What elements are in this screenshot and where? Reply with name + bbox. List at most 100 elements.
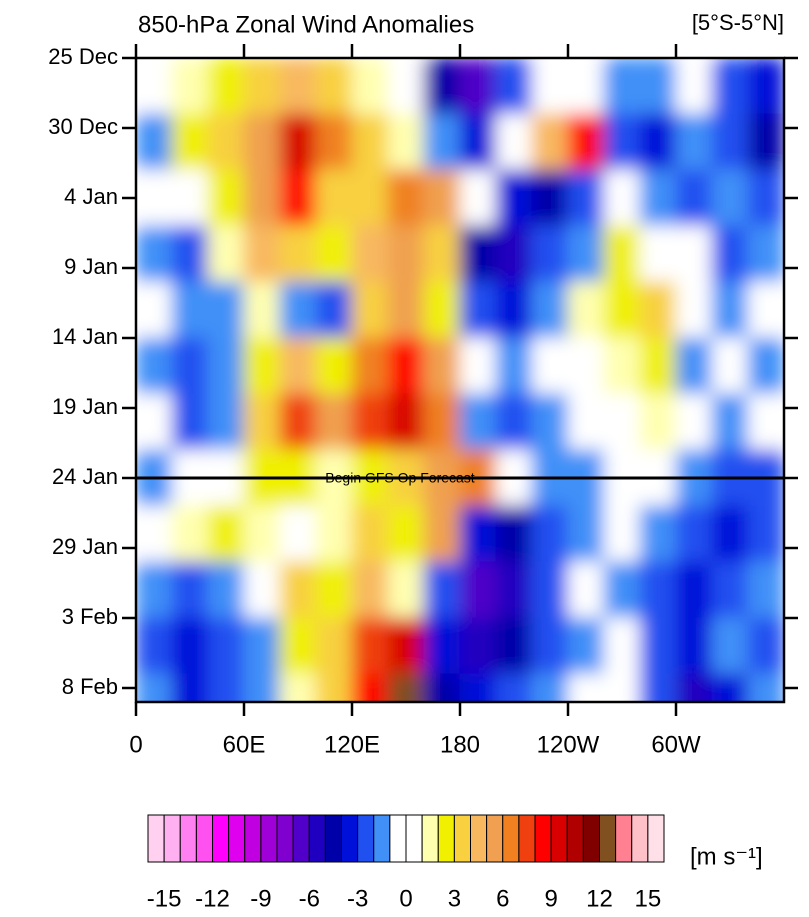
field-cell bbox=[747, 225, 784, 283]
field-cell bbox=[711, 617, 749, 675]
y-tick-label: 19 Jan bbox=[52, 394, 118, 419]
y-tick-label: 8 Feb bbox=[62, 674, 118, 699]
field-cell bbox=[495, 673, 533, 702]
y-tick-label: 24 Jan bbox=[52, 464, 118, 489]
field-cell bbox=[315, 169, 353, 227]
field-cell bbox=[243, 673, 281, 702]
field-cell bbox=[171, 225, 209, 283]
field-cell bbox=[495, 505, 533, 563]
x-tick-label: 60W bbox=[651, 731, 701, 758]
field-cell bbox=[567, 617, 605, 675]
field-cell bbox=[171, 561, 209, 619]
field-cell bbox=[243, 113, 281, 171]
x-tick-label: 60E bbox=[223, 731, 266, 758]
colorbar-box bbox=[212, 814, 230, 863]
field-cell bbox=[243, 393, 281, 451]
field-cell bbox=[207, 169, 245, 227]
field-cell bbox=[531, 505, 569, 563]
field-cell bbox=[351, 113, 389, 171]
field-cell bbox=[639, 113, 677, 171]
field-cell bbox=[495, 561, 533, 619]
field-cell bbox=[747, 561, 784, 619]
field-cell bbox=[171, 337, 209, 395]
field-cell bbox=[315, 561, 353, 619]
field-cell bbox=[531, 281, 569, 339]
field-cell bbox=[495, 169, 533, 227]
field-cell bbox=[675, 673, 713, 702]
field-cell bbox=[351, 505, 389, 563]
field-cell bbox=[459, 617, 497, 675]
field-cell bbox=[459, 58, 497, 115]
y-tick-label: 9 Jan bbox=[64, 254, 118, 279]
colorbar-box bbox=[373, 814, 391, 863]
field-cell bbox=[495, 225, 533, 283]
colorbar-box bbox=[566, 814, 584, 863]
field-cell bbox=[315, 281, 353, 339]
field-cell bbox=[279, 673, 317, 702]
field-cell bbox=[603, 169, 641, 227]
field-cell bbox=[243, 617, 281, 675]
field-cell bbox=[136, 337, 173, 395]
field-cell bbox=[675, 561, 713, 619]
field-cell bbox=[423, 113, 461, 171]
field-cell bbox=[567, 505, 605, 563]
field-cell bbox=[423, 281, 461, 339]
field-cell bbox=[711, 337, 749, 395]
field-cell bbox=[171, 113, 209, 171]
field-cell bbox=[387, 393, 425, 451]
field-cell bbox=[136, 561, 173, 619]
field-cell bbox=[567, 561, 605, 619]
field-cell bbox=[531, 337, 569, 395]
field-cell bbox=[603, 113, 641, 171]
x-tick-label: 120W bbox=[537, 731, 600, 758]
colorbar-box bbox=[631, 814, 649, 863]
field-cell bbox=[459, 673, 497, 702]
field-cell bbox=[495, 281, 533, 339]
field-cell bbox=[531, 673, 569, 702]
field-cell bbox=[136, 617, 173, 675]
field-cell bbox=[459, 225, 497, 283]
field-cell bbox=[423, 393, 461, 451]
colorbar-box bbox=[195, 814, 213, 863]
colorbar-box bbox=[147, 814, 165, 863]
field-cell bbox=[387, 505, 425, 563]
field-cell bbox=[711, 281, 749, 339]
field-cell bbox=[279, 617, 317, 675]
field-cell bbox=[639, 561, 677, 619]
field-cell bbox=[279, 561, 317, 619]
field-cell bbox=[495, 58, 533, 115]
field-cell bbox=[639, 337, 677, 395]
colorbar-label: -3 bbox=[347, 885, 368, 912]
field-cell bbox=[567, 281, 605, 339]
field-cell bbox=[603, 58, 641, 115]
field-cell bbox=[207, 113, 245, 171]
colorbar-box bbox=[389, 814, 407, 863]
field-cell bbox=[171, 58, 209, 115]
field-cell bbox=[459, 337, 497, 395]
colorbar-label: 15 bbox=[635, 885, 662, 912]
field-cell bbox=[243, 281, 281, 339]
field-cell bbox=[639, 58, 677, 115]
field-cell bbox=[603, 393, 641, 451]
field-cell bbox=[675, 225, 713, 283]
field-cell bbox=[171, 505, 209, 563]
field-cell bbox=[711, 393, 749, 451]
field-cell bbox=[639, 393, 677, 451]
field-cell bbox=[495, 113, 533, 171]
colorbar-label: -12 bbox=[195, 885, 230, 912]
field-cell bbox=[423, 617, 461, 675]
field-cell bbox=[495, 617, 533, 675]
forecast-annotation: Begin GFS Op Forecast bbox=[325, 470, 475, 486]
field-cell bbox=[136, 225, 173, 283]
colorbar-box bbox=[292, 814, 310, 863]
field-cell bbox=[531, 225, 569, 283]
field-cell bbox=[207, 393, 245, 451]
field-cell bbox=[675, 617, 713, 675]
field-cell bbox=[423, 58, 461, 115]
colorbar-label: 3 bbox=[448, 885, 461, 912]
field-cell bbox=[351, 281, 389, 339]
field-cell bbox=[423, 561, 461, 619]
colorbar-label: 12 bbox=[586, 885, 613, 912]
field-cell bbox=[136, 505, 173, 563]
colorbar-box bbox=[453, 814, 471, 863]
